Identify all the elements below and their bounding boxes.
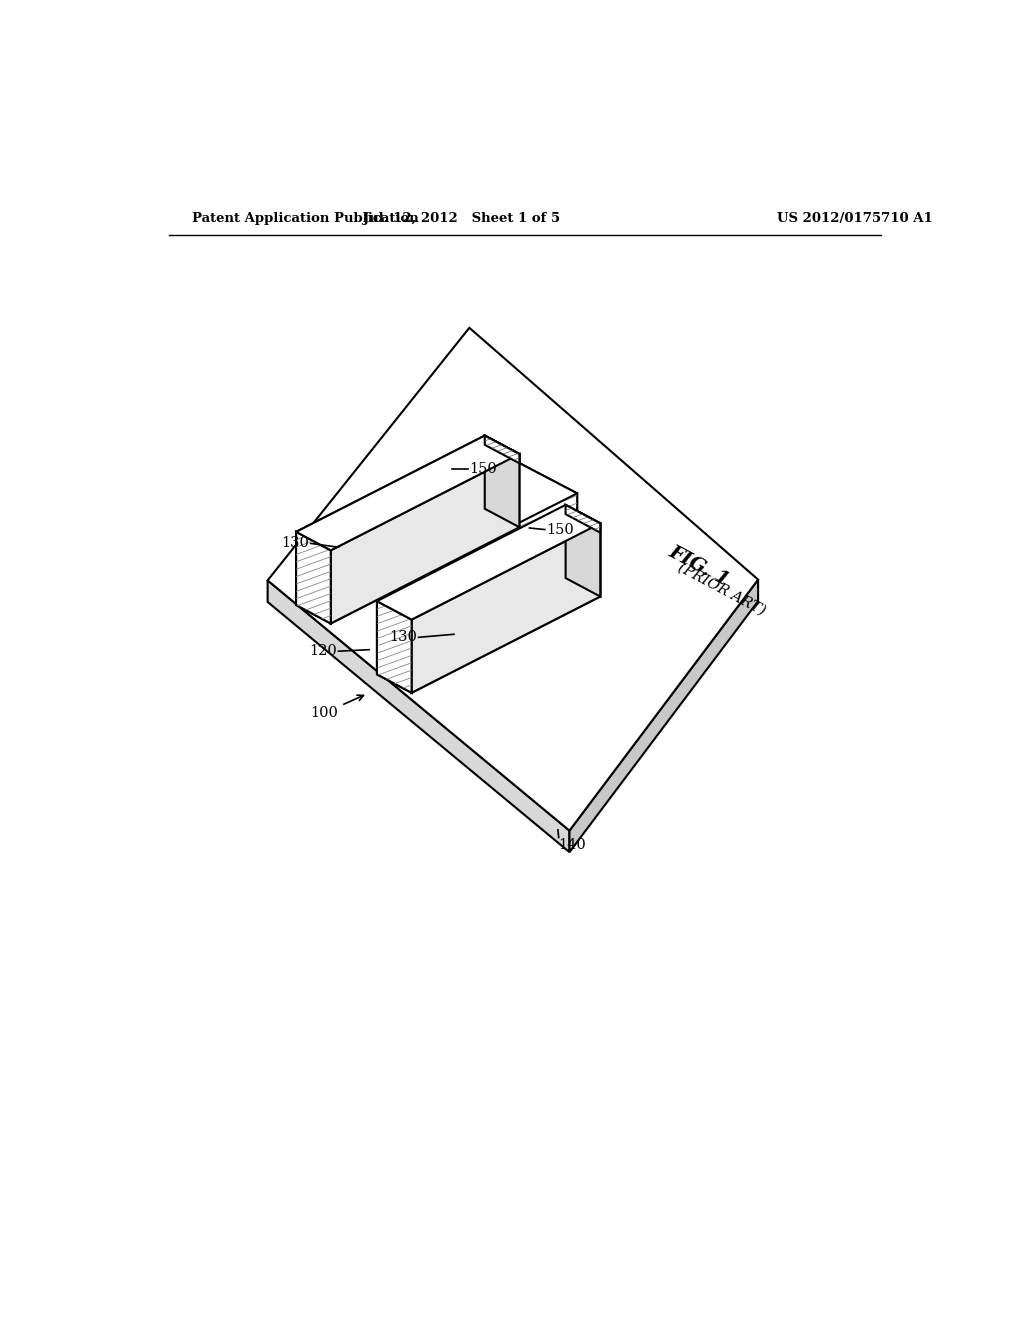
Polygon shape [296,436,519,550]
Text: 100: 100 [310,696,364,719]
Polygon shape [331,454,519,623]
Polygon shape [484,436,519,527]
Text: 150: 150 [469,462,497,477]
Text: Jul. 12, 2012   Sheet 1 of 5: Jul. 12, 2012 Sheet 1 of 5 [364,213,560,224]
Text: 130: 130 [389,631,417,644]
Text: FIG. 1: FIG. 1 [666,543,732,590]
Polygon shape [478,442,578,574]
Polygon shape [361,442,578,553]
Polygon shape [331,454,519,623]
Polygon shape [377,506,600,619]
Polygon shape [296,532,331,623]
Polygon shape [565,506,600,533]
Text: Patent Application Publication: Patent Application Publication [193,213,419,224]
Polygon shape [267,327,758,830]
Text: (PRIOR ART): (PRIOR ART) [676,561,768,619]
Polygon shape [377,601,412,693]
Polygon shape [412,524,600,693]
Text: US 2012/0175710 A1: US 2012/0175710 A1 [777,213,933,224]
Polygon shape [412,524,600,693]
Polygon shape [377,506,600,619]
Polygon shape [267,581,569,853]
Text: 150: 150 [547,523,574,536]
Polygon shape [569,579,758,853]
Polygon shape [484,436,519,527]
Polygon shape [460,494,578,634]
Text: 130: 130 [282,536,309,550]
Polygon shape [565,506,600,597]
Polygon shape [296,532,331,623]
Text: 120: 120 [309,644,337,659]
Polygon shape [484,436,519,463]
Text: 140: 140 [559,838,587,851]
Polygon shape [296,436,519,550]
Polygon shape [565,506,600,597]
Polygon shape [377,601,412,693]
